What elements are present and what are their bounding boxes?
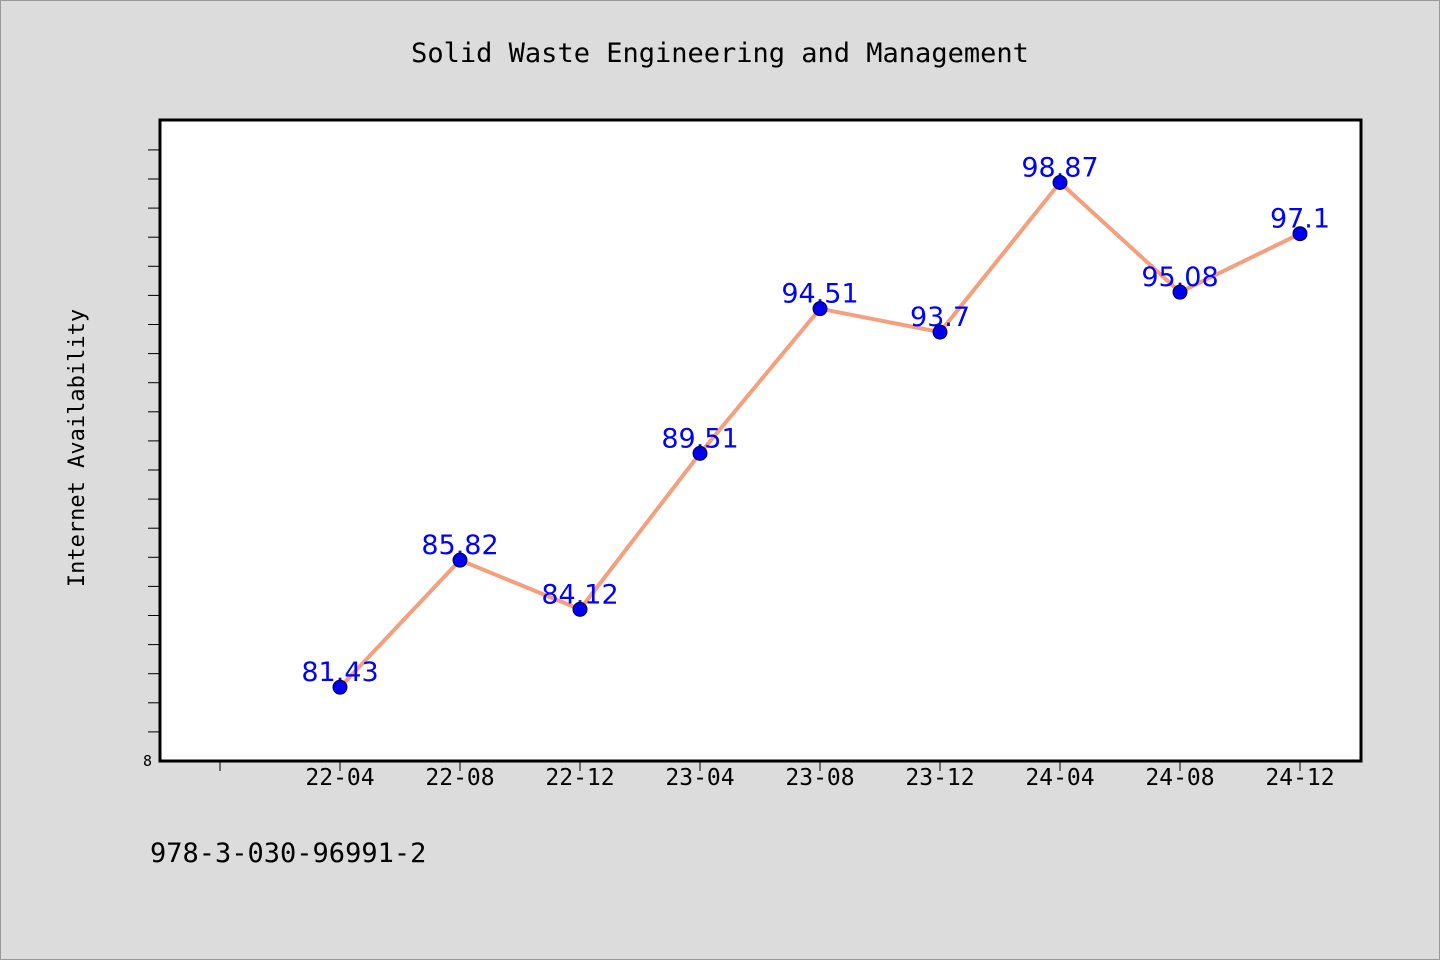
x-axis-ticks: 22-04 22-08 22-12 23-04 23-08 23-12 24-04 24-08… [219,761,1335,791]
x-tick-label: 24-08 [1145,765,1214,791]
data-point-marker [452,552,468,568]
x-tick-label: 23-12 [905,765,974,791]
x-tick-label: 24-04 [1025,765,1094,791]
footer-identifier: 978-3-030-96991-2 [150,838,426,869]
x-tick-label: 22-08 [425,765,494,791]
data-point-marker [1052,175,1068,191]
x-tick-label: 22-12 [545,765,614,791]
y-axis-ticks: 8 [143,149,160,770]
y-axis-label: Internet Availability [65,309,90,587]
x-tick-label: 24-12 [1265,765,1334,791]
plot-area [158,118,1363,763]
series-layer: 81.4385.8284.1289.5194.5193.798.8795.089… [301,153,1330,695]
data-point-marker [572,601,588,617]
x-tick-label: 22-04 [305,765,374,791]
data-point-marker [692,445,708,461]
chart-title: Solid Waste Engineering and Management [411,38,1029,69]
data-point-marker [1172,284,1188,300]
data-point-marker [812,301,828,317]
x-tick-label: 23-04 [665,765,734,791]
data-point-marker [1292,226,1308,242]
data-point-marker [332,679,348,695]
y-tick-label: 8 [143,752,152,770]
data-point-marker [932,324,948,340]
x-tick-label: 23-08 [785,765,854,791]
